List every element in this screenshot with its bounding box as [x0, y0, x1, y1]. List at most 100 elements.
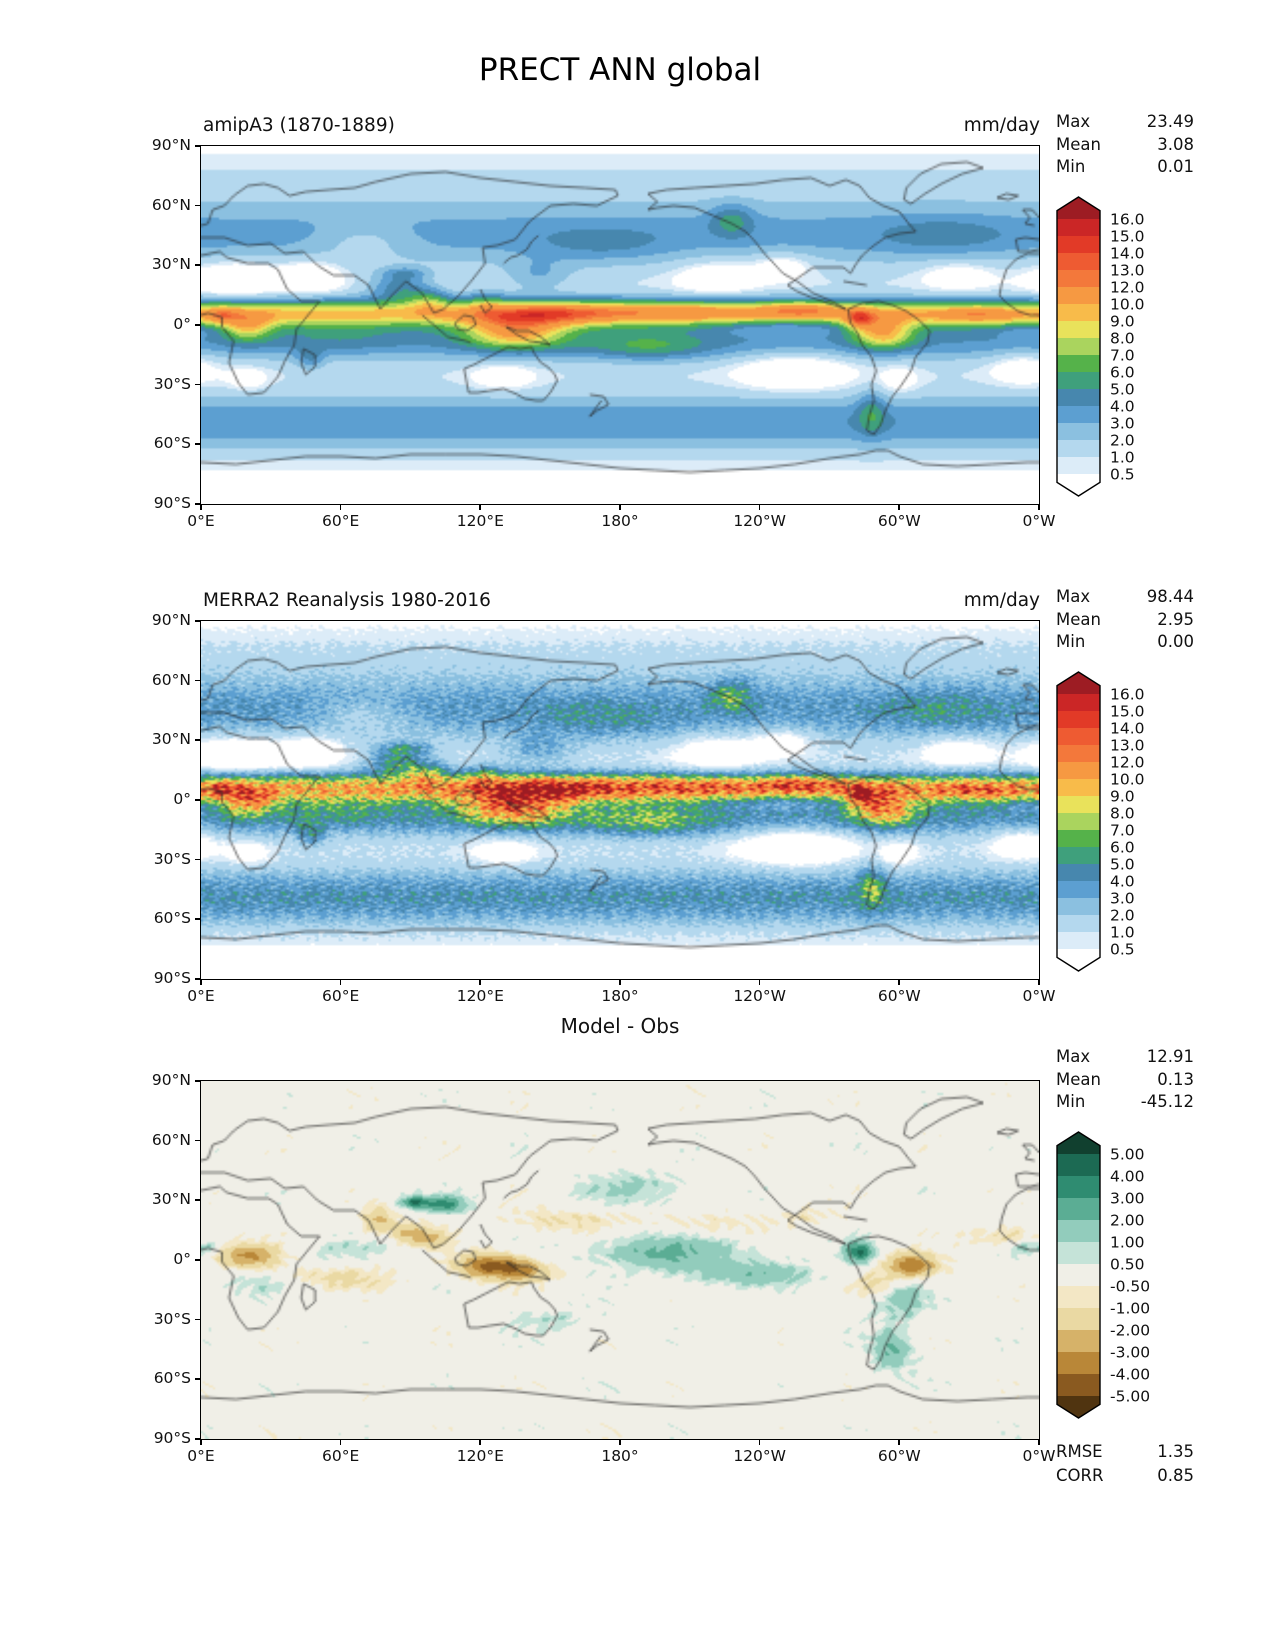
- x-tick-label: 60°W: [877, 1447, 921, 1465]
- x-tick-mark: [339, 979, 342, 985]
- x-tick-label: 60°W: [877, 512, 921, 530]
- x-tick-mark: [200, 504, 202, 510]
- x-tick-label: 60°E: [322, 512, 360, 530]
- map-model: 0°E 60°E 120°E 180° 120°W 60°W 0°W 90°N 60°N 30°N…: [152, 136, 1056, 530]
- y-tick-label: 90°S: [153, 494, 191, 512]
- svg-text:2.0: 2.0: [1110, 907, 1135, 925]
- y-tick-mark: [195, 620, 201, 622]
- y-tick-mark: [195, 1318, 201, 1321]
- svg-text:8.0: 8.0: [1110, 330, 1135, 348]
- svg-text:12.0: 12.0: [1110, 279, 1145, 297]
- x-tick-label: 120°W: [733, 987, 786, 1005]
- stat-label: Min: [1056, 1092, 1086, 1111]
- y-tick-mark: [195, 443, 201, 445]
- svg-text:16.0: 16.0: [1110, 211, 1145, 229]
- y-tick-label: 0°: [173, 315, 191, 333]
- svg-text:4.0: 4.0: [1110, 398, 1135, 416]
- svg-text:12.0: 12.0: [1110, 754, 1145, 772]
- panel-title: amipA3 (1870-1889): [203, 115, 395, 136]
- y-tick-mark: [195, 679, 201, 682]
- stat-row-mean: Mean 0.13: [1056, 1069, 1194, 1092]
- stat-value: 1.35: [1157, 1442, 1194, 1461]
- stat-row-max: Max 98.44: [1056, 586, 1194, 609]
- svg-text:1.0: 1.0: [1110, 449, 1135, 467]
- y-tick-label: 90°N: [151, 136, 191, 154]
- y-tick-mark: [195, 204, 201, 207]
- y-tick-mark: [195, 1378, 201, 1380]
- y-tick-label: 30°N: [151, 730, 191, 749]
- y-tick-mark: [195, 918, 201, 920]
- svg-text:-2.00: -2.00: [1110, 1322, 1150, 1340]
- svg-text:1.0: 1.0: [1110, 924, 1135, 942]
- x-tick-label: 0°E: [187, 987, 215, 1005]
- svg-text:-1.00: -1.00: [1110, 1300, 1150, 1318]
- y-tick-label: 60°N: [151, 1130, 191, 1149]
- map-canvas-difference: [201, 1081, 1039, 1439]
- stat-label: Max: [1056, 112, 1091, 131]
- y-tick-mark: [195, 799, 201, 801]
- svg-text:10.0: 10.0: [1110, 771, 1145, 789]
- x-tick-mark: [898, 504, 900, 510]
- svg-text:2.00: 2.00: [1110, 1212, 1145, 1230]
- stat-value: -45.12: [1140, 1092, 1194, 1111]
- y-tick-mark: [195, 503, 201, 505]
- map-canvas-reanalysis: [201, 621, 1039, 979]
- x-tick-label: 0°W: [1022, 987, 1056, 1005]
- svg-text:5.0: 5.0: [1110, 856, 1135, 874]
- y-tick-mark: [195, 145, 201, 147]
- stat-value: 0.85: [1157, 1466, 1194, 1485]
- svg-text:14.0: 14.0: [1110, 245, 1145, 263]
- y-tick-label: 0°: [173, 790, 191, 808]
- svg-text:-3.00: -3.00: [1110, 1344, 1150, 1362]
- figure-title: PRECT ANN global: [478, 52, 762, 88]
- svg-text:-0.50: -0.50: [1110, 1278, 1150, 1296]
- x-tick-label: 0°E: [187, 512, 215, 530]
- x-tick-label: 120°E: [456, 512, 504, 530]
- stat-value: 12.91: [1146, 1047, 1194, 1066]
- svg-text:7.0: 7.0: [1110, 347, 1135, 365]
- svg-text:3.0: 3.0: [1110, 890, 1135, 908]
- stat-row-min: Min -45.12: [1056, 1091, 1194, 1114]
- svg-text:0.5: 0.5: [1110, 466, 1135, 484]
- y-tick-label: 0°: [173, 1250, 191, 1268]
- x-tick-mark: [200, 1439, 202, 1445]
- x-tick-mark: [200, 979, 202, 985]
- stat-label: RMSE: [1056, 1442, 1103, 1461]
- stat-value: 23.49: [1146, 112, 1194, 131]
- panel-title: MERRA2 Reanalysis 1980-2016: [203, 590, 491, 611]
- stat-label: Min: [1056, 157, 1086, 176]
- stat-label: Mean: [1056, 609, 1101, 629]
- x-tick-label: 180°: [601, 1447, 639, 1465]
- stat-row-rmse: RMSE 1.35: [1056, 1440, 1194, 1464]
- y-tick-label: 60°S: [153, 434, 191, 453]
- svg-text:3.00: 3.00: [1110, 1190, 1145, 1208]
- x-tick-mark: [1038, 1439, 1040, 1445]
- panel-units-label: mm/day: [963, 590, 1040, 611]
- stat-row-min: Min 0.00: [1056, 631, 1194, 654]
- x-tick-mark: [1038, 979, 1040, 985]
- svg-text:3.0: 3.0: [1110, 415, 1135, 433]
- y-tick-mark: [195, 1199, 201, 1201]
- y-tick-label: 60°S: [153, 1369, 191, 1388]
- svg-text:6.0: 6.0: [1110, 364, 1135, 382]
- y-tick-mark: [195, 1139, 201, 1142]
- x-tick-mark: [479, 979, 481, 985]
- y-tick-label: 60°N: [151, 670, 191, 689]
- x-tick-label: 120°E: [456, 1447, 504, 1465]
- svg-text:2.0: 2.0: [1110, 432, 1135, 450]
- x-tick-mark: [898, 1439, 900, 1445]
- y-tick-label: 90°S: [153, 969, 191, 987]
- y-tick-label: 30°S: [153, 1309, 191, 1328]
- x-tick-label: 60°E: [322, 1447, 360, 1465]
- y-tick-mark: [195, 1438, 201, 1440]
- stat-label: Min: [1056, 632, 1086, 651]
- stat-value: 98.44: [1146, 587, 1194, 606]
- colorbar-precip-reanalysis: 16.015.014.013.012.010.09.08.07.06.05.04…: [1056, 671, 1145, 972]
- svg-text:5.00: 5.00: [1110, 1146, 1145, 1164]
- panel-title: Model - Obs: [560, 1014, 680, 1038]
- y-tick-mark: [195, 739, 201, 741]
- panel-stats: Max 23.49 Mean 3.08 Min 0.01: [1056, 111, 1194, 179]
- map-difference: 0°E 60°E 120°E 180° 120°W 60°W 0°W 90°N 60°N 30°N…: [152, 1071, 1056, 1465]
- x-tick-mark: [1038, 504, 1040, 510]
